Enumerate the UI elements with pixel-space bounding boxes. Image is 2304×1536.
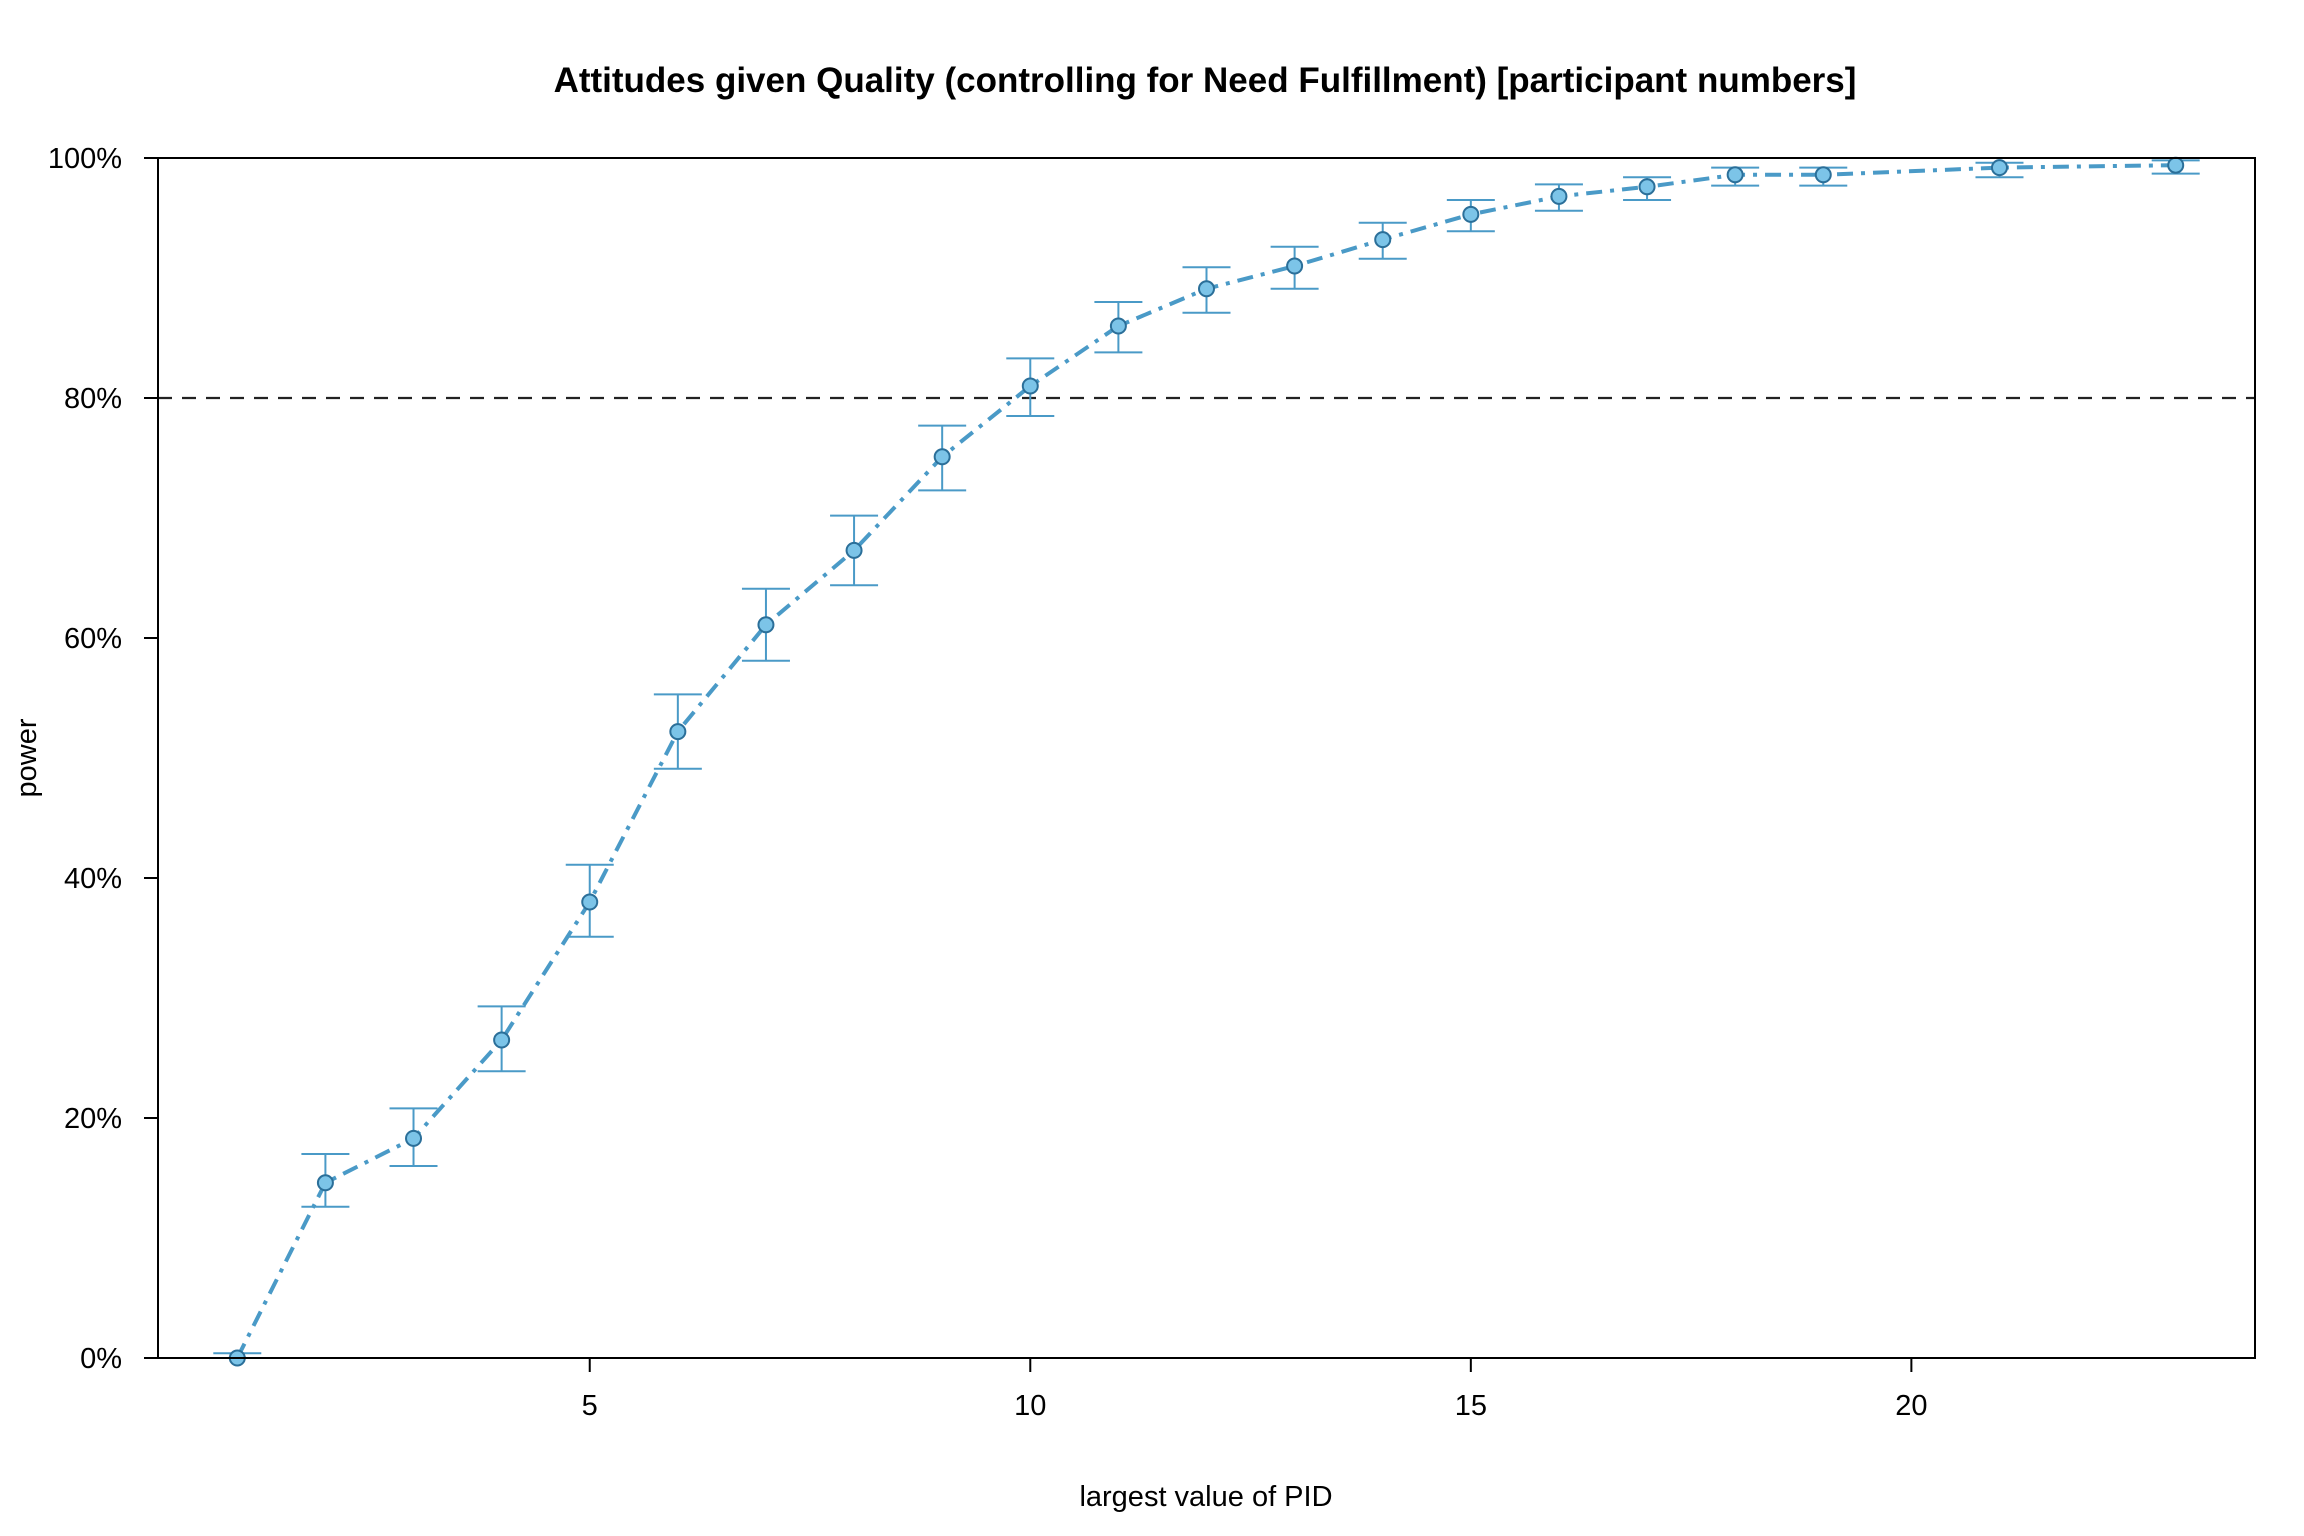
y-tick-label: 40% xyxy=(64,863,122,895)
plot-frame xyxy=(157,157,2256,1359)
data-point xyxy=(405,1129,423,1147)
y-tick-label: 100% xyxy=(48,143,122,175)
data-point xyxy=(1550,187,1568,205)
y-tick-label: 80% xyxy=(64,383,122,415)
x-axis-label: largest value of PID xyxy=(1079,1481,1332,1513)
data-point xyxy=(1198,280,1215,298)
plot-area xyxy=(158,156,2255,1367)
data-point xyxy=(493,1031,511,1049)
x-tick-label: 15 xyxy=(1455,1390,1487,1422)
y-tick-label: 20% xyxy=(64,1103,122,1135)
data-point xyxy=(1638,178,1656,196)
y-axis-label: power xyxy=(11,718,43,797)
x-axis: 5 10 15 20 xyxy=(582,1358,1928,1422)
data-point xyxy=(1286,257,1304,275)
data-point xyxy=(1990,159,2008,177)
x-tick-label: 20 xyxy=(1895,1390,1927,1422)
y-axis: 0% 20% 40% 60% 80% 100% xyxy=(48,143,158,1375)
data-point xyxy=(581,893,599,911)
data-point xyxy=(1021,377,1039,395)
y-tick-label: 60% xyxy=(64,623,122,655)
data-point xyxy=(1374,231,1392,249)
data-point xyxy=(2167,156,2185,174)
data-point xyxy=(669,723,687,741)
chart-title: Attitudes given Quality (controlling for… xyxy=(554,61,1857,100)
data-point xyxy=(933,448,951,466)
y-tick-label: 0% xyxy=(80,1343,122,1375)
data-point xyxy=(757,616,775,634)
data-point xyxy=(845,541,863,559)
series-line xyxy=(235,163,2176,1359)
data-point xyxy=(1109,317,1127,335)
data-point xyxy=(316,1174,334,1192)
data-point xyxy=(1462,205,1480,223)
data-point xyxy=(1726,166,1744,184)
x-tick-label: 5 xyxy=(582,1390,598,1422)
x-tick-label: 10 xyxy=(1014,1390,1046,1422)
data-point xyxy=(1814,166,1832,184)
